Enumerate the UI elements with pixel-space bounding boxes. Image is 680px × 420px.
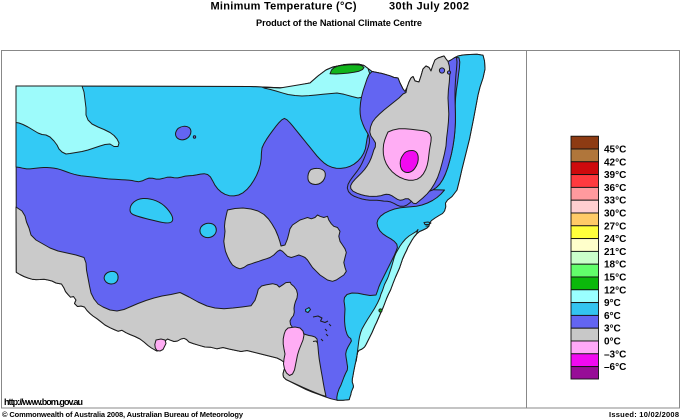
svg-text:27°C: 27°C bbox=[604, 221, 626, 232]
svg-text:http://www.bom.gov.au: http://www.bom.gov.au bbox=[4, 397, 83, 407]
svg-text:Issued: 10/02/2008: Issued: 10/02/2008 bbox=[609, 410, 679, 419]
svg-text:15°C: 15°C bbox=[604, 273, 626, 284]
svg-text:45°C: 45°C bbox=[604, 145, 626, 156]
svg-text:6°C: 6°C bbox=[604, 311, 621, 322]
svg-text:9°C: 9°C bbox=[604, 298, 621, 309]
svg-text:33°C: 33°C bbox=[604, 196, 626, 207]
svg-text:Minimum Temperature (°C): Minimum Temperature (°C) bbox=[211, 1, 357, 13]
svg-text:30°C: 30°C bbox=[604, 209, 626, 220]
svg-text:3°C: 3°C bbox=[604, 324, 621, 335]
svg-text:21°C: 21°C bbox=[604, 247, 626, 258]
svg-text:Product of the National Climat: Product of the National Climate Centre bbox=[256, 18, 422, 28]
svg-text:–6°C: –6°C bbox=[604, 362, 626, 373]
svg-text:0°C: 0°C bbox=[604, 337, 621, 348]
svg-text:30th July 2002: 30th July 2002 bbox=[389, 1, 469, 13]
svg-text:42°C: 42°C bbox=[604, 157, 626, 168]
svg-text:36°C: 36°C bbox=[604, 183, 626, 194]
svg-text:39°C: 39°C bbox=[604, 170, 626, 181]
svg-text:© Commonwealth of Australia 20: © Commonwealth of Australia 2008, Austra… bbox=[2, 410, 244, 419]
svg-text:18°C: 18°C bbox=[604, 260, 626, 271]
svg-text:24°C: 24°C bbox=[604, 234, 626, 245]
svg-text:–3°C: –3°C bbox=[604, 349, 626, 360]
svg-text:12°C: 12°C bbox=[604, 285, 626, 296]
